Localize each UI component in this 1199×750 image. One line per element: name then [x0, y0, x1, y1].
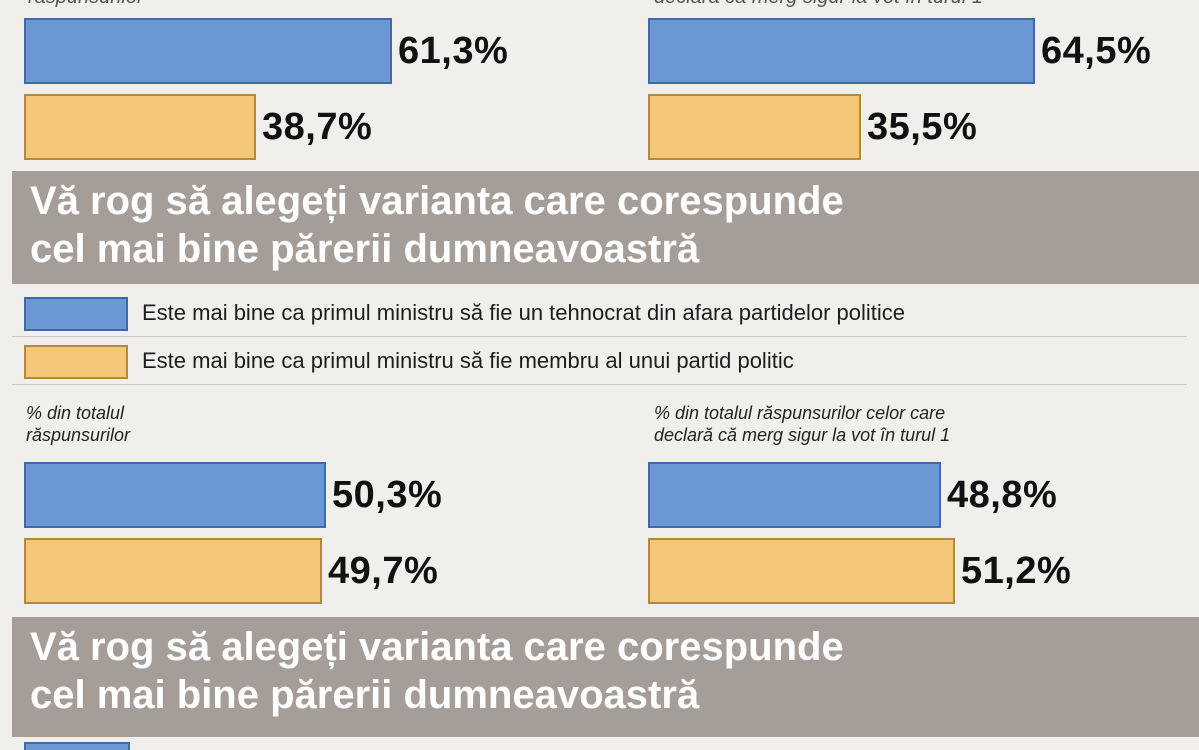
bar-tehnocrat — [648, 18, 1035, 84]
question-title: Vă rog să alegeți varianta care corespun… — [30, 177, 1190, 273]
bar-tehnocrat — [648, 462, 941, 528]
bar-tehnocrat — [24, 18, 392, 84]
note-total-raspunsuri: % din totalul răspunsurilor — [26, 403, 131, 445]
question-title-2-line1: Vă rog să alegeți varianta care corespun… — [30, 625, 844, 669]
note-vot-sigur: % din totalul răspunsurilor celor care d… — [654, 402, 950, 446]
value-label: 35,5% — [867, 106, 978, 148]
question-banner: Vă rog să alegeți varianta care corespun… — [12, 171, 1199, 284]
question-title-line1: Vă rog să alegeți varianta care corespun… — [30, 179, 844, 223]
bar-membru-partid — [24, 538, 322, 604]
value-label: 49,7% — [328, 550, 439, 592]
legend-text: Este mai bine ca primul ministru să fie … — [142, 300, 906, 325]
legend-swatch-orange — [24, 345, 128, 379]
bar-tehnocrat — [24, 462, 326, 528]
legend-item-membru-partid: Este mai bine ca primul ministru să fie … — [12, 340, 1187, 385]
note-vot-sigur-line1: % din totalul răspunsurilor celor care — [654, 403, 946, 423]
value-label: 51,2% — [961, 550, 1072, 592]
legend-text: Este mai bine ca primul ministru să fie … — [142, 348, 794, 373]
top-left-clipped-note: răspunsurilor — [28, 0, 144, 9]
value-label: 50,3% — [332, 474, 443, 516]
legend-swatch-blue — [24, 297, 128, 331]
bar-membru-partid — [24, 94, 256, 160]
bar-membru-partid — [648, 94, 861, 160]
question-title-2-line2: cel mai bine părerii dumneavoastră — [30, 673, 700, 717]
value-label: 38,7% — [262, 106, 373, 148]
top-right-clipped-note: declară că merg sigur la vot în turul 1 — [654, 0, 983, 9]
question-title-2: Vă rog să alegeți varianta care corespun… — [30, 623, 1190, 719]
value-label: 61,3% — [398, 30, 509, 72]
bar-membru-partid — [648, 538, 955, 604]
question-title-line2: cel mai bine părerii dumneavoastră — [30, 227, 700, 271]
question-banner-2: Vă rog să alegeți varianta care corespun… — [12, 617, 1199, 737]
value-label: 48,8% — [947, 474, 1058, 516]
note-vot-sigur-line2: declară că merg sigur la vot în turul 1 — [654, 425, 951, 445]
legend-swatch-blue-partial — [24, 742, 130, 750]
value-label: 64,5% — [1041, 30, 1152, 72]
legend-item-tehnocrat: Este mai bine ca primul ministru să fie … — [12, 292, 1187, 337]
